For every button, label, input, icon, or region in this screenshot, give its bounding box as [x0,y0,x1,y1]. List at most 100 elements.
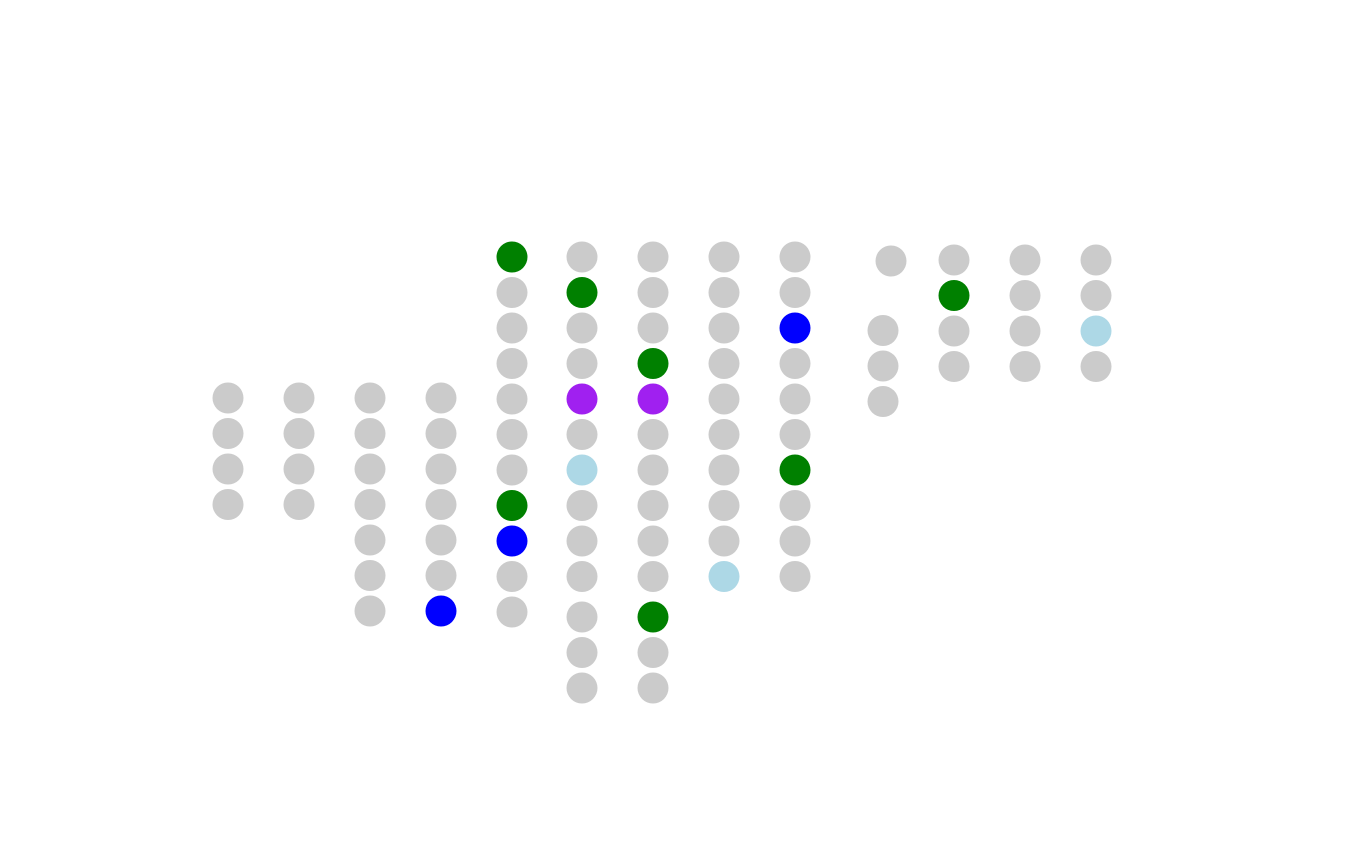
gray-dot [779,277,811,308]
gray-dot [637,419,669,450]
gray-dot [938,244,970,276]
blue-dot [779,312,811,344]
purple-dot [637,383,669,415]
gray-dot [637,637,669,668]
lightblue-dot [1080,315,1112,347]
gray-dot [637,277,669,308]
gray-dot [566,601,598,633]
gray-dot [566,419,598,450]
gray-dot [496,383,528,415]
gray-dot [566,348,598,379]
gray-dot [425,418,457,449]
gray-dot [425,453,457,485]
gray-dot [212,418,244,449]
blue-dot [496,525,528,557]
gray-dot [779,490,811,521]
gray-dot [637,672,669,704]
gray-dot [637,490,669,521]
gray-dot [354,453,386,485]
gray-dot [354,489,386,520]
gray-dot [779,348,811,379]
gray-dot [566,637,598,668]
gray-dot [637,454,669,486]
gray-dot [212,489,244,520]
gray-dot [708,383,740,415]
gray-dot [938,351,970,382]
gray-dot [425,560,457,591]
left-block-column [779,241,811,592]
gray-dot [637,525,669,557]
left-block-column [637,241,669,704]
gray-dot [496,419,528,450]
gray-dot [283,453,315,485]
gray-dot [354,595,386,627]
gray-dot [708,490,740,521]
green-dot [637,348,669,379]
gray-dot [354,524,386,556]
left-block-column [566,241,598,704]
gray-dot [496,277,528,308]
gray-dot [938,315,970,347]
gray-dot [1009,244,1041,276]
gray-dot [496,596,528,628]
gray-dot [637,561,669,592]
gray-dot [708,312,740,344]
right-block-column [1009,244,1041,382]
lightblue-dot [708,561,740,592]
gray-dot [1009,351,1041,382]
right-block-column [1080,244,1112,382]
gray-dot [425,524,457,556]
gray-dot [566,525,598,557]
gray-dot [637,241,669,273]
left-block [212,241,811,704]
green-dot [637,601,669,633]
gray-dot [1080,351,1112,382]
gray-dot [779,383,811,415]
gray-dot [708,419,740,450]
green-dot [938,280,970,311]
gray-dot [779,241,811,273]
blue-dot [425,595,457,627]
gray-dot [1080,244,1112,276]
left-block-column [283,382,315,520]
gray-dot [425,382,457,414]
gray-dot [354,382,386,414]
purple-dot [566,383,598,415]
gray-dot [708,525,740,557]
green-dot [566,277,598,308]
gray-dot [637,312,669,344]
left-block-column [496,241,528,628]
gray-dot [212,382,244,414]
gray-dot [779,419,811,450]
green-dot [496,241,528,273]
green-dot [496,490,528,521]
right-block [867,244,1112,417]
green-dot [779,454,811,486]
right-block-column [867,245,907,417]
gray-dot [708,348,740,379]
left-block-column [212,382,244,520]
gray-dot [425,489,457,520]
gray-dot [283,418,315,449]
gray-dot [354,418,386,449]
gray-dot [708,241,740,273]
gray-dot [708,277,740,308]
gray-dot [496,312,528,344]
gray-dot [283,489,315,520]
gray-dot [708,454,740,486]
left-block-column [354,382,386,627]
gray-dot [867,386,899,417]
left-block-column [708,241,740,592]
left-block-column [425,382,457,627]
gray-dot [496,348,528,379]
gray-dot [283,382,315,414]
gray-dot [496,454,528,486]
gray-dot [867,350,899,382]
gray-dot [566,490,598,521]
gray-dot [867,315,899,346]
gray-dot [779,525,811,557]
gray-dot [875,245,907,277]
gray-dot [566,561,598,592]
